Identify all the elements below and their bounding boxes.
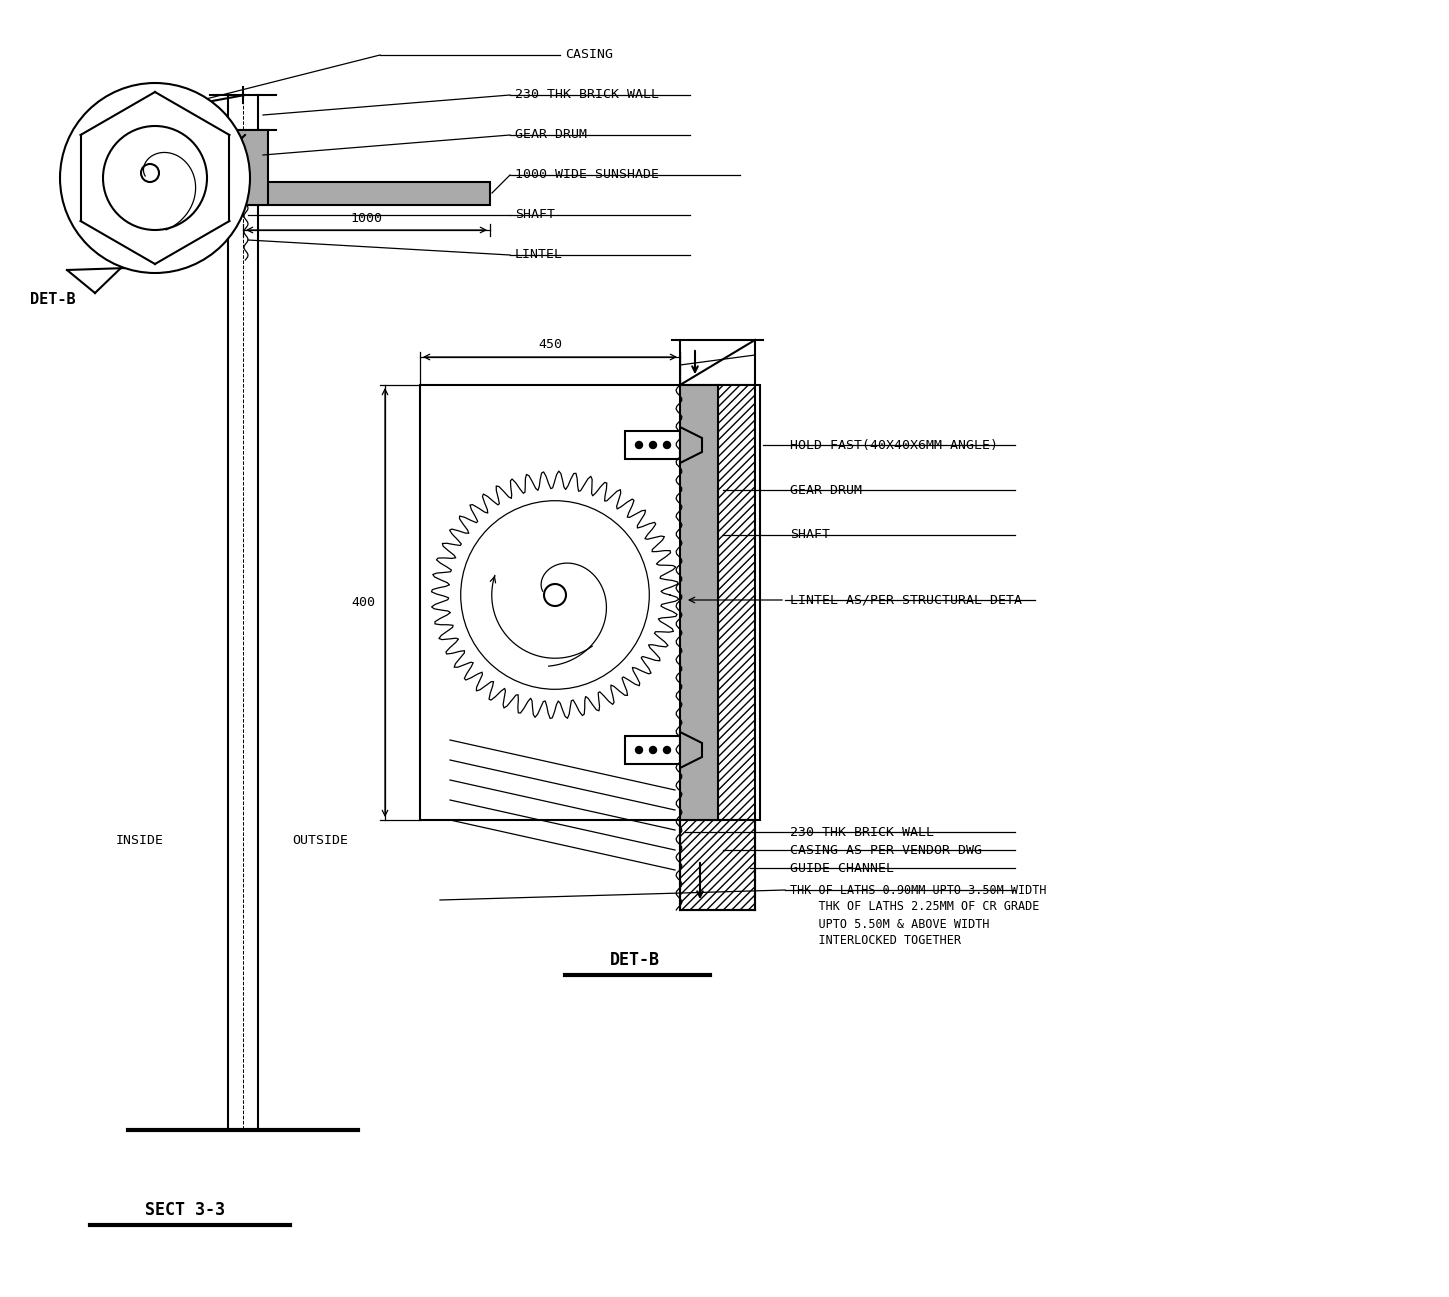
Text: SECT 3-3: SECT 3-3 [145, 1201, 225, 1219]
Text: 230 THK BRICK WALL: 230 THK BRICK WALL [514, 88, 659, 101]
Bar [217, 130, 268, 205]
Text: THK OF LATHS 2.25MM OF CR GRADE: THK OF LATHS 2.25MM OF CR GRADE [790, 900, 1039, 913]
Circle shape [636, 747, 642, 754]
Text: 230 THK BRICK WALL: 230 THK BRICK WALL [790, 825, 935, 838]
Circle shape [461, 501, 649, 689]
Bar [680, 385, 719, 820]
Circle shape [103, 126, 207, 230]
Text: SHAFT: SHAFT [790, 528, 830, 542]
Circle shape [141, 163, 159, 182]
Bar [719, 385, 755, 820]
Text: CASING AS PER VENDOR DWG: CASING AS PER VENDOR DWG [790, 843, 982, 856]
Text: DET-B: DET-B [30, 293, 75, 307]
Polygon shape [680, 732, 701, 768]
Polygon shape [680, 427, 701, 463]
Circle shape [636, 441, 642, 449]
Circle shape [664, 747, 671, 754]
Text: INSIDE: INSIDE [116, 834, 164, 847]
Text: OUTSIDE: OUTSIDE [293, 834, 348, 847]
Bar [680, 820, 755, 910]
Text: LINTEL AS/PER STRUCTURAL DETA: LINTEL AS/PER STRUCTURAL DETA [790, 594, 1022, 607]
Circle shape [664, 441, 671, 449]
Text: LINTEL: LINTEL [514, 249, 564, 262]
Text: UPTO 5.50M & ABOVE WIDTH: UPTO 5.50M & ABOVE WIDTH [790, 917, 990, 930]
Text: SHAFT: SHAFT [514, 209, 555, 222]
Circle shape [649, 747, 656, 754]
Text: GEAR DRUM: GEAR DRUM [514, 128, 587, 141]
Circle shape [649, 441, 656, 449]
Bar [243, 182, 490, 205]
Text: 450: 450 [538, 337, 562, 350]
Text: DET-B: DET-B [610, 951, 659, 969]
Text: HOLD FAST(40X40X6MM ANGLE): HOLD FAST(40X40X6MM ANGLE) [790, 438, 998, 451]
Text: 400: 400 [351, 595, 375, 608]
Text: THK OF LATHS 0.90MM UPTO 3.50M WIDTH: THK OF LATHS 0.90MM UPTO 3.50M WIDTH [790, 883, 1046, 896]
Text: CASING: CASING [565, 48, 613, 61]
Text: GEAR DRUM: GEAR DRUM [790, 484, 862, 497]
Text: INTERLOCKED TOGETHER: INTERLOCKED TOGETHER [790, 935, 961, 948]
Text: 1000 WIDE SUNSHADE: 1000 WIDE SUNSHADE [514, 169, 659, 182]
Bar [625, 735, 680, 764]
Circle shape [59, 83, 251, 272]
Bar [625, 431, 680, 459]
Text: GUIDE CHANNEL: GUIDE CHANNEL [790, 861, 894, 874]
Text: 1000: 1000 [351, 211, 383, 224]
Bar [420, 385, 759, 820]
Circle shape [543, 584, 567, 606]
